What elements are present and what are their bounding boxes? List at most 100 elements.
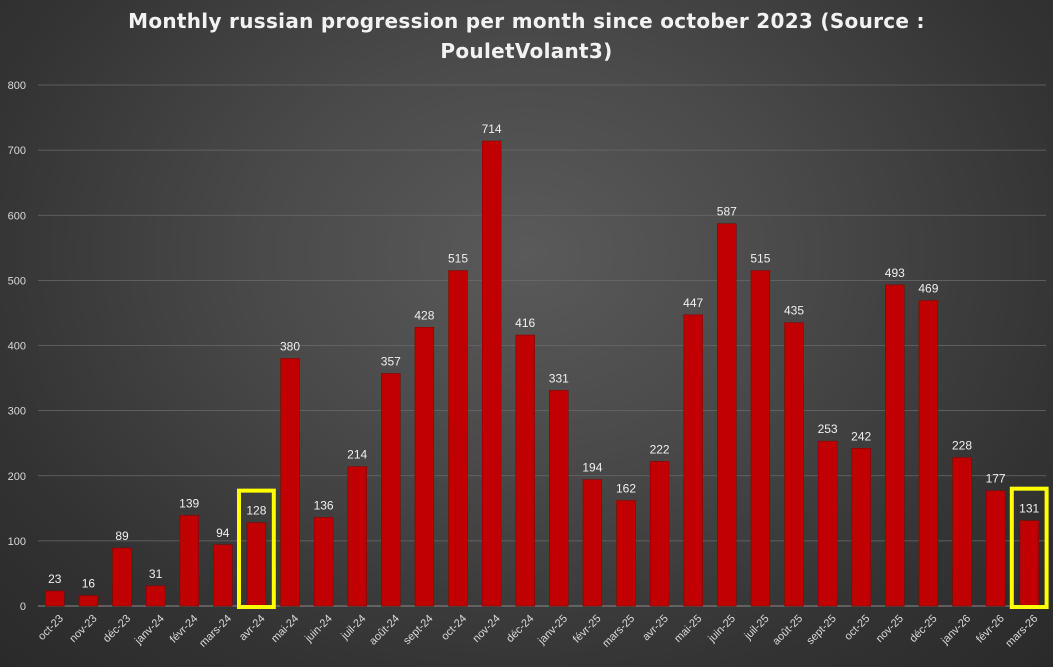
bar [616,500,636,607]
data-label: 469 [918,282,938,296]
data-label: 16 [82,577,96,591]
x-tick-label: mai-24 [269,613,301,645]
data-label: 435 [784,304,804,318]
x-tick-label: avr-25 [640,613,671,644]
x-tick-label: mars-26 [1003,613,1040,650]
data-label: 428 [414,308,434,322]
data-label: 177 [986,472,1006,486]
bar [112,547,132,607]
bar [78,595,99,607]
bar [347,466,367,607]
y-tick-label: 700 [8,145,26,157]
bar [549,390,569,607]
bar [750,270,771,607]
bar [213,544,233,607]
y-tick-label: 0 [20,601,26,613]
x-tick-label: nov-25 [874,613,906,645]
data-label: 194 [582,461,602,475]
data-label: 447 [683,296,703,310]
x-tick-label: nov-23 [67,613,99,645]
chart-title-line-2: PouletVolant3) [440,39,613,63]
x-tick-label: déc-24 [504,613,536,645]
bar [45,590,65,607]
bar [1019,520,1039,607]
bar [381,373,401,607]
bar [448,270,468,607]
bar [280,358,300,607]
x-tick-label: oct-25 [842,613,872,643]
y-tick-label: 500 [8,275,26,287]
x-tick-label: janv-24 [132,613,167,648]
x-tick-label: juil-24 [338,613,368,643]
bar [313,517,334,607]
bar [851,448,871,607]
y-tick-label: 200 [8,471,26,483]
bar [246,522,267,607]
data-label: 222 [650,442,670,456]
bar [145,585,166,607]
bar [481,140,502,607]
chart-title-line-1: Monthly russian progression per month si… [128,9,925,33]
x-tick-label: avr-24 [237,613,268,644]
x-tick-label: déc-23 [101,613,133,645]
data-label: 242 [851,429,871,443]
x-tick-label: août-24 [367,613,402,648]
x-tick-label: oct-24 [439,613,469,643]
data-label: 515 [750,252,770,266]
data-label: 89 [115,529,129,543]
data-label: 416 [515,316,535,330]
x-tick-label: sept-24 [401,613,435,647]
x-tick-label: août-25 [770,613,805,648]
data-label: 128 [246,504,266,518]
data-label: 493 [885,266,905,280]
x-tick-label: mars-25 [600,613,637,650]
x-tick-label: oct-23 [36,613,66,643]
x-tick-label: mars-24 [197,613,234,650]
x-tick-label: janv-26 [939,613,974,648]
x-tick-label: sept-25 [804,613,838,647]
bar [985,490,1006,607]
bar [414,326,435,607]
bar [683,314,703,607]
y-tick-label: 400 [8,341,26,353]
bar [717,223,737,607]
x-tick-label: juin-25 [705,613,738,646]
bar [649,461,670,607]
data-label: 380 [280,340,300,354]
data-label: 253 [818,422,838,436]
y-tick-label: 300 [8,406,26,418]
data-label: 214 [347,448,367,462]
data-label: 228 [952,439,972,453]
data-label: 136 [314,498,334,512]
data-label: 515 [448,252,468,266]
data-label: 23 [48,572,62,586]
x-tick-label: févr-24 [168,613,201,646]
x-tick-label: juin-24 [302,613,335,646]
x-tick-label: févr-26 [974,613,1007,646]
y-tick-label: 100 [8,536,26,548]
y-tick-label: 600 [8,210,26,222]
bar [515,334,535,607]
data-label: 31 [149,567,163,581]
data-label: 714 [482,122,502,136]
highlight-box [1009,486,1049,609]
bar [918,300,939,607]
bar [784,322,804,607]
bar [817,440,838,607]
x-tick-label: mai-25 [672,613,704,645]
y-tick-label: 800 [8,80,26,92]
x-tick-label: janv-25 [535,613,570,648]
data-label: 94 [216,526,230,540]
data-label: 357 [381,355,401,369]
bar [179,515,199,607]
data-label: 131 [1019,502,1039,516]
bar [885,284,905,607]
highlight-box [236,488,276,610]
data-label: 331 [549,371,569,385]
x-tick-label: févr-25 [571,613,604,646]
chart-title: Monthly russian progression per month si… [0,6,1053,66]
data-label: 139 [179,496,199,510]
bar [582,479,603,607]
